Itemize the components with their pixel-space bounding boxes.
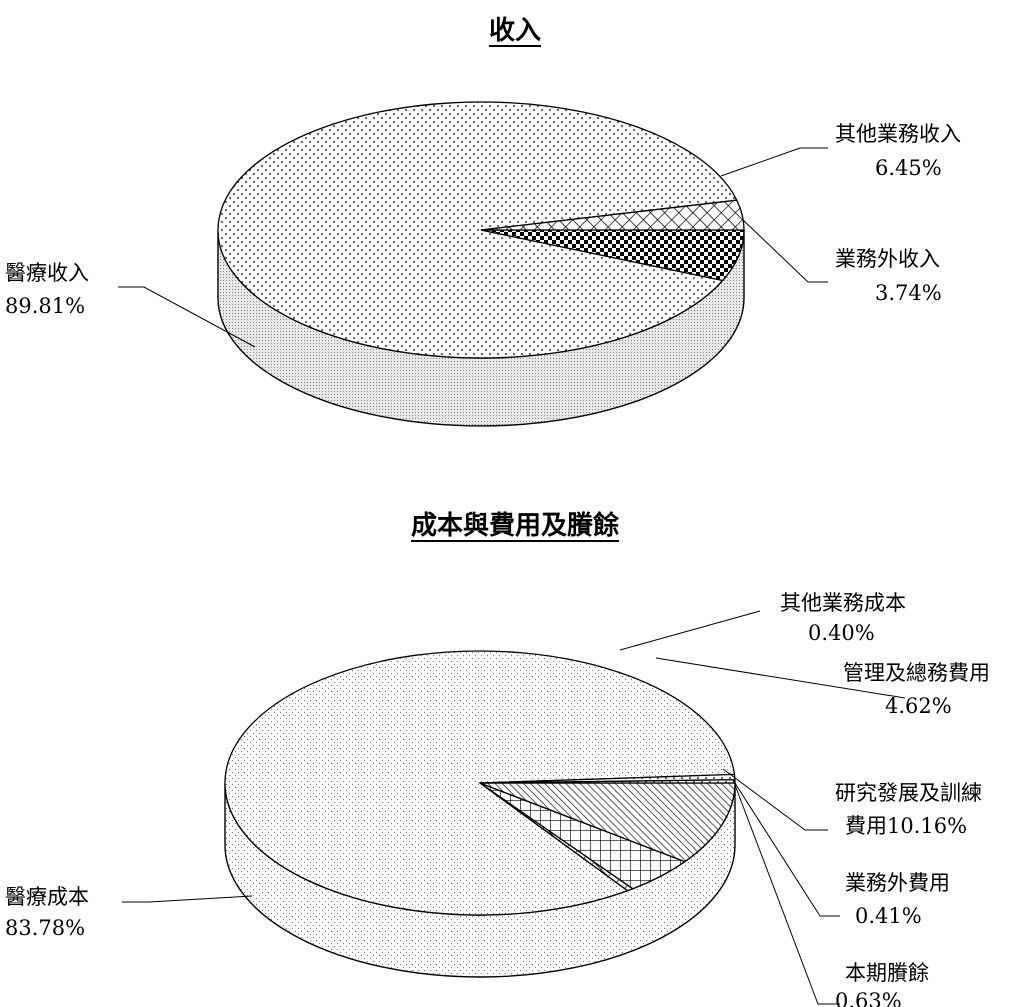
slice-label: 本期賸餘 (845, 961, 929, 985)
leader-line (722, 768, 828, 831)
chart-title-income: 收入 (488, 16, 541, 46)
slice-value-label: 0.40% (808, 621, 875, 645)
income-pie-chart: 醫療收入 89.81% 其他業務收入 6.45% 業務外收入 3.74% (5, 101, 961, 427)
slice-value-label: 83.78% (5, 916, 85, 940)
leader-line (720, 147, 828, 177)
slice-value-label: 0.63% (835, 989, 902, 1007)
pie-slice (224, 650, 736, 916)
leader-line (619, 610, 761, 651)
pie-slice (479, 773, 736, 784)
slice-label: 管理及總務費用 (843, 661, 990, 685)
slice-value-label: 0.41% (855, 904, 922, 928)
slice-label: 醫療成本 (5, 885, 89, 909)
leader-line (655, 657, 906, 699)
leader-line (734, 784, 840, 1005)
pie-slice (480, 199, 745, 231)
slice-value-label: 6.45% (875, 156, 942, 180)
leader-line (118, 286, 256, 348)
pie-slice (217, 101, 738, 359)
leader-line (732, 779, 840, 917)
slice-label: 其他業務成本 (780, 591, 906, 615)
slice-label: 其他業務收入 (835, 122, 961, 146)
leader-line (741, 218, 828, 283)
pie-slice (479, 782, 736, 863)
slice-label: 業務外費用 (845, 871, 950, 895)
expense-pie-chart: 醫療成本 83.78% 其他業務成本 0.40% 管理及總務費用 4.62% 研究發展及訓練… (5, 591, 990, 1007)
chart-title-expenses: 成本與費用及賸餘 (410, 511, 619, 541)
slice-label: 醫療收入 (5, 261, 89, 285)
slice-value-label: 3.74% (875, 281, 942, 305)
slice-value-label: 89.81% (5, 294, 85, 318)
slice-value-label: 費用10.16% (845, 814, 967, 838)
slice-label: 業務外收入 (835, 247, 940, 271)
leader-line (122, 895, 253, 903)
slice-value-label: 4.62% (885, 694, 952, 718)
slice-label: 研究發展及訓練 (835, 781, 982, 805)
